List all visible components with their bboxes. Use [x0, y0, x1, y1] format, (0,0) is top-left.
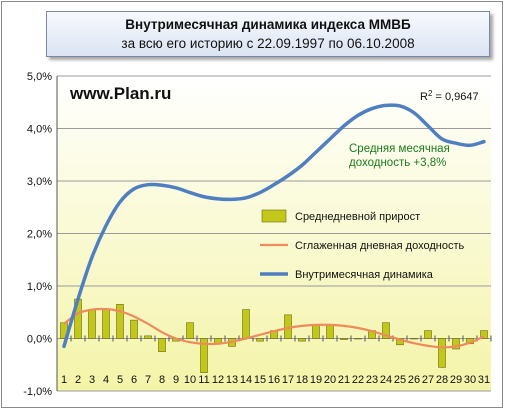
y-tick-label: -1,0% [23, 386, 52, 398]
x-tick-label: 9 [173, 374, 179, 386]
average-return-note-line1: Средняя месячная [349, 143, 450, 155]
y-tick-label: 1,0% [27, 281, 52, 293]
x-tick-label: 1 [61, 374, 67, 386]
x-tick-label: 27 [422, 374, 434, 386]
legend: Среднедневной прирост Сглаженная дневная … [260, 209, 464, 281]
legend-label: Сглаженная дневная доходность [295, 240, 464, 252]
bar [298, 338, 306, 342]
legend-label: Внутримесячная динамика [295, 269, 434, 281]
watermark: www.Plan.ru [69, 84, 171, 103]
x-tick-label: 15 [254, 374, 266, 386]
bar [480, 330, 488, 339]
bar-series [60, 298, 488, 373]
x-tick-label: 21 [338, 374, 350, 386]
x-tick-label: 23 [366, 374, 378, 386]
x-tick-label: 19 [310, 374, 322, 386]
x-tick-label: 11 [198, 374, 209, 386]
line-series [62, 103, 486, 349]
r-squared-label: R2 = 0,9647 [420, 89, 479, 103]
axis-layer: -1,0%0,0%1,0%2,0%3,0%4,0%5,0%1 2 3 4 5 6 7 8 9 10… [23, 71, 492, 398]
x-tick-label: 2 [75, 374, 81, 386]
x-tick-label: 7 [145, 374, 151, 386]
bar [144, 335, 152, 339]
r-squared-prefix: R [420, 91, 428, 103]
legend-swatch-bars [261, 209, 287, 223]
x-tick-label: 29 [450, 374, 462, 386]
bar [354, 338, 362, 340]
x-tick-label: 8 [159, 374, 165, 386]
x-tick-label: 20 [324, 374, 336, 386]
bar [438, 338, 446, 368]
chart-title: Внутримесячная динамика индекса ММВБ [125, 17, 411, 32]
y-tick-label: 0,0% [27, 334, 52, 346]
x-tick-label: 14 [240, 374, 252, 386]
x-tick-label: 16 [268, 374, 280, 386]
bar [186, 322, 194, 339]
smoothed-return-line [63, 307, 485, 349]
x-tick-label: 18 [296, 374, 308, 386]
chart-subtitle: за всю его историю с 22.09.1997 по 06.10… [121, 36, 415, 51]
y-tick-label: 5,0% [27, 71, 52, 83]
x-tick-label: 13 [226, 374, 238, 386]
bar [256, 338, 264, 342]
r-squared-value: = 0,9647 [432, 91, 478, 103]
x-tick-label: 30 [464, 374, 476, 386]
bar [116, 304, 124, 339]
y-tick-label: 2,0% [27, 229, 52, 241]
bar [242, 309, 250, 339]
bar [102, 309, 110, 339]
bar [88, 309, 96, 339]
bar [158, 338, 166, 352]
x-tick-label: 3 [89, 374, 95, 386]
x-tick-label: 5 [117, 374, 123, 386]
y-tick-label: 3,0% [27, 176, 52, 188]
x-tick-label: 12 [212, 374, 224, 386]
bar [200, 338, 208, 373]
x-tick-label: 28 [436, 374, 448, 386]
bar [424, 330, 432, 339]
bar [312, 325, 320, 339]
bar [130, 319, 138, 339]
x-tick-label: 17 [282, 374, 294, 386]
chart-title-box: Внутримесячная динамика индекса ММВБ за … [46, 11, 490, 57]
x-tick-label: 4 [103, 374, 109, 386]
x-tick-label: 31 [478, 374, 490, 386]
intramonth-dynamics-line [62, 103, 486, 349]
bar [326, 325, 334, 339]
x-tick-label: 25 [394, 374, 406, 386]
x-tick-label: 22 [352, 374, 364, 386]
x-tick-label: 26 [408, 374, 420, 386]
bar [410, 338, 418, 340]
r-squared-exp: 2 [428, 89, 433, 98]
x-tick-label: 24 [380, 374, 392, 386]
x-tick-label: 10 [184, 374, 196, 386]
legend-label: Среднедневной прирост [295, 211, 420, 223]
average-return-note-line2: доходность +3,8% [349, 157, 446, 169]
y-tick-label: 4,0% [27, 124, 52, 136]
bar [452, 338, 460, 350]
grid-layer [57, 75, 491, 392]
bar [340, 338, 348, 340]
bar [382, 322, 390, 339]
x-tick-label: 6 [131, 374, 137, 386]
